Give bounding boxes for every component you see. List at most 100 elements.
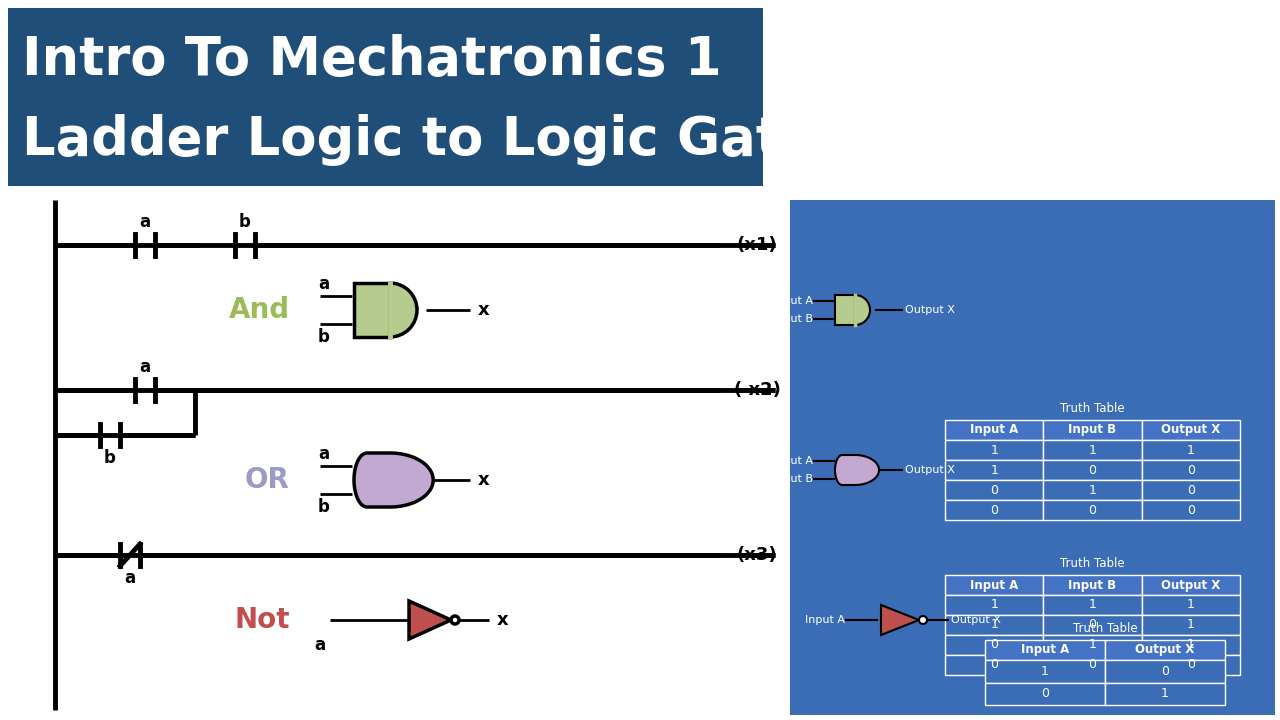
Text: Output X: Output X — [905, 465, 955, 475]
FancyBboxPatch shape — [1043, 500, 1142, 520]
Text: Truth Table: Truth Table — [1073, 622, 1138, 635]
FancyBboxPatch shape — [1142, 420, 1240, 440]
Text: Output X: Output X — [1161, 423, 1220, 436]
FancyBboxPatch shape — [1142, 595, 1240, 615]
Text: a: a — [317, 275, 329, 293]
Text: 1: 1 — [991, 598, 998, 611]
Text: Input A: Input A — [970, 423, 1019, 436]
Text: 1: 1 — [1187, 444, 1194, 456]
Text: Input B: Input B — [1069, 423, 1116, 436]
Text: x: x — [477, 471, 490, 489]
Text: 0: 0 — [991, 484, 998, 497]
FancyBboxPatch shape — [1105, 660, 1225, 683]
Text: 1: 1 — [1187, 618, 1194, 631]
FancyBboxPatch shape — [1142, 615, 1240, 635]
Polygon shape — [835, 455, 879, 485]
FancyBboxPatch shape — [1043, 460, 1142, 480]
FancyBboxPatch shape — [986, 683, 1105, 705]
FancyBboxPatch shape — [1043, 480, 1142, 500]
Text: x: x — [497, 611, 508, 629]
FancyBboxPatch shape — [1142, 500, 1240, 520]
FancyBboxPatch shape — [835, 295, 855, 325]
FancyBboxPatch shape — [945, 500, 1043, 520]
FancyBboxPatch shape — [1105, 683, 1225, 705]
FancyBboxPatch shape — [945, 595, 1043, 615]
Text: 1: 1 — [1161, 688, 1169, 701]
FancyBboxPatch shape — [1043, 420, 1142, 440]
FancyBboxPatch shape — [1043, 635, 1142, 655]
Text: 0: 0 — [1187, 503, 1194, 516]
Text: Intro To Mechatronics 1: Intro To Mechatronics 1 — [22, 34, 722, 86]
FancyBboxPatch shape — [1043, 595, 1142, 615]
Text: 0: 0 — [1187, 464, 1194, 477]
FancyBboxPatch shape — [945, 420, 1043, 440]
Text: 0: 0 — [1161, 665, 1169, 678]
Text: OR: OR — [246, 466, 291, 494]
Circle shape — [451, 616, 460, 624]
Text: 0: 0 — [1088, 464, 1097, 477]
FancyBboxPatch shape — [790, 200, 1275, 715]
Text: 1: 1 — [1088, 639, 1097, 652]
FancyBboxPatch shape — [355, 283, 390, 337]
FancyBboxPatch shape — [1043, 655, 1142, 675]
Text: b: b — [317, 498, 330, 516]
Text: Input B: Input B — [1069, 578, 1116, 592]
Text: 0: 0 — [1041, 688, 1050, 701]
Text: 1: 1 — [991, 464, 998, 477]
Text: Not: Not — [234, 606, 291, 634]
Wedge shape — [855, 295, 870, 325]
FancyBboxPatch shape — [1142, 655, 1240, 675]
FancyBboxPatch shape — [1142, 635, 1240, 655]
FancyBboxPatch shape — [1043, 615, 1142, 635]
Text: (x1): (x1) — [737, 236, 777, 254]
Text: Output X: Output X — [1135, 644, 1194, 657]
FancyBboxPatch shape — [8, 8, 763, 186]
Wedge shape — [390, 283, 417, 337]
Text: 1: 1 — [1187, 639, 1194, 652]
FancyBboxPatch shape — [945, 460, 1043, 480]
FancyBboxPatch shape — [945, 480, 1043, 500]
Text: Output X: Output X — [1161, 578, 1220, 592]
Text: Input B: Input B — [773, 474, 813, 484]
Circle shape — [919, 616, 927, 624]
Text: x: x — [477, 301, 490, 319]
FancyBboxPatch shape — [945, 655, 1043, 675]
FancyBboxPatch shape — [1043, 440, 1142, 460]
FancyBboxPatch shape — [945, 615, 1043, 635]
Text: 0: 0 — [991, 503, 998, 516]
Text: 0: 0 — [1187, 484, 1194, 497]
Text: 1: 1 — [1088, 444, 1097, 456]
Polygon shape — [410, 601, 451, 639]
FancyBboxPatch shape — [945, 440, 1043, 460]
Text: Input A: Input A — [805, 615, 845, 625]
Text: b: b — [104, 449, 116, 467]
Text: b: b — [317, 328, 330, 346]
FancyBboxPatch shape — [1142, 480, 1240, 500]
Text: (x3): (x3) — [737, 546, 777, 564]
Text: 1: 1 — [1187, 598, 1194, 611]
Text: Truth Table: Truth Table — [1060, 557, 1125, 570]
FancyBboxPatch shape — [1043, 575, 1142, 595]
FancyBboxPatch shape — [1105, 640, 1225, 660]
Text: ( x2): ( x2) — [733, 381, 781, 399]
Text: Input A: Input A — [773, 296, 813, 306]
Text: Ladder Logic to Logic Gates: Ladder Logic to Logic Gates — [22, 114, 849, 166]
Text: a: a — [315, 636, 325, 654]
Text: Input A: Input A — [970, 578, 1019, 592]
Text: 1: 1 — [1041, 665, 1048, 678]
FancyBboxPatch shape — [986, 660, 1105, 683]
Text: And: And — [229, 296, 291, 324]
Text: Output X: Output X — [951, 615, 1001, 625]
Text: Input B: Input B — [773, 314, 813, 324]
Text: Output X: Output X — [905, 305, 955, 315]
Text: a: a — [124, 569, 136, 587]
Polygon shape — [881, 605, 919, 635]
Text: Input A: Input A — [1021, 644, 1069, 657]
FancyBboxPatch shape — [945, 575, 1043, 595]
FancyBboxPatch shape — [986, 640, 1105, 660]
Polygon shape — [355, 453, 433, 507]
Text: 0: 0 — [1187, 659, 1194, 672]
Text: a: a — [317, 445, 329, 463]
Text: 0: 0 — [1088, 503, 1097, 516]
Text: Truth Table: Truth Table — [1060, 402, 1125, 415]
